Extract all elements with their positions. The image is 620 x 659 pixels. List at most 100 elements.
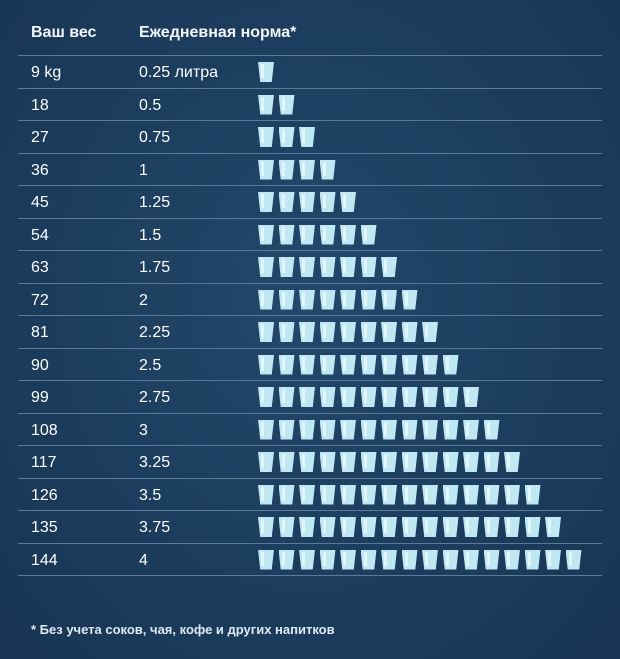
water-glass-icon [258, 289, 274, 310]
water-glass-icon [422, 419, 438, 440]
water-glass-icon [422, 354, 438, 375]
water-glass-icon [360, 354, 377, 375]
water-glass-icon [319, 517, 336, 537]
daily-norm-cell: 2 [139, 291, 148, 309]
table-row: 36 1 [18, 154, 602, 186]
water-glass-icon [504, 549, 520, 570]
water-glass-icon [442, 387, 459, 407]
table-row: 72 2 [18, 284, 602, 316]
daily-norm-cell: 2.75 [139, 389, 171, 406]
daily-norm-cell: 1 [139, 161, 148, 179]
water-glass-icon [442, 517, 459, 537]
daily-norm-cell: 4 [139, 551, 148, 569]
table-body: 9 kg 0.25 литра 18 0.5 27 0.75 36 1 45 1.25 54 1.5 6… [18, 56, 602, 576]
water-glass-icon [381, 549, 397, 570]
water-glass-icon [360, 452, 377, 472]
water-glass-icon [360, 322, 377, 342]
water-glass-icon [463, 549, 479, 570]
weight-cell: 99 [31, 389, 49, 406]
weight-cell: 144 [31, 551, 58, 569]
water-glass-icon [381, 387, 397, 407]
water-glass-icon [360, 484, 377, 505]
water-glass-icon [340, 517, 356, 537]
footnote: * Без учета соков, чая, кофе и других на… [31, 622, 335, 637]
weight-cell: 108 [31, 421, 58, 439]
water-glass-icon [381, 517, 397, 537]
water-glass-icon [258, 549, 274, 570]
water-glass-icon [442, 452, 459, 472]
water-glass-icon [319, 192, 336, 212]
water-glass-icon [340, 484, 356, 505]
table-row: 27 0.75 [18, 121, 602, 154]
weight-cell: 90 [31, 356, 49, 374]
water-glass-icon [340, 289, 356, 310]
weight-cell: 36 [31, 161, 49, 179]
water-glass-icon [401, 354, 418, 375]
water-glass-icon [360, 387, 377, 407]
water-glass-icon [299, 517, 315, 537]
water-glass-icon [319, 484, 336, 505]
water-glass-icon [483, 419, 500, 440]
water-glass-icon [299, 419, 315, 440]
water-glass-icon [504, 484, 520, 505]
water-glass-icon [401, 549, 418, 570]
weight-cell: 9 kg [31, 64, 62, 81]
water-glass-icon [340, 549, 356, 570]
weight-cell: 81 [31, 324, 49, 341]
weight-cell: 126 [31, 486, 58, 504]
table-row: 18 0.5 [18, 89, 602, 121]
water-glass-icon [524, 517, 541, 537]
water-glass-icon [278, 94, 295, 115]
water-glass-icon [278, 517, 295, 537]
water-glass-icon [258, 419, 274, 440]
water-glass-icon [381, 419, 397, 440]
water-glass-icon [483, 484, 500, 505]
water-glass-icon [278, 354, 295, 375]
table-row: 63 1.75 [18, 251, 602, 284]
water-glass-icon [258, 354, 274, 375]
water-glass-icon [319, 322, 336, 342]
water-glass-icon [299, 257, 315, 277]
water-glass-icon [340, 192, 356, 212]
water-glass-icon [360, 257, 377, 277]
water-glass-icon [299, 289, 315, 310]
table-row: 54 1.5 [18, 219, 602, 251]
water-glass-icon [299, 322, 315, 342]
weight-cell: 63 [31, 259, 49, 276]
water-glass-icon [463, 517, 479, 537]
weight-cell: 117 [31, 454, 57, 471]
water-glass-icon [422, 387, 438, 407]
water-glass-icon [422, 549, 438, 570]
water-glass-icon [401, 289, 418, 310]
water-glass-icon [278, 224, 295, 245]
water-glass-icon [545, 549, 561, 570]
water-glass-icon [278, 484, 295, 505]
weight-cell: 18 [31, 96, 49, 114]
water-glass-icon [381, 452, 397, 472]
water-glass-icon [442, 354, 459, 375]
water-glass-icon [278, 159, 295, 180]
water-glass-icon [319, 354, 336, 375]
daily-norm-cell: 0.25 литра [139, 64, 218, 81]
daily-norm-cell: 3 [139, 421, 148, 439]
daily-norm-cell: 2.5 [139, 356, 162, 374]
water-glass-icon [340, 419, 356, 440]
water-glass-icon [360, 517, 377, 537]
water-glass-icon [258, 257, 274, 277]
water-glass-icon [381, 322, 397, 342]
water-glass-icon [340, 322, 356, 342]
water-glass-icon [299, 159, 315, 180]
water-glass-icon [299, 224, 315, 245]
water-glass-icon [340, 257, 356, 277]
water-glass-icon [545, 517, 561, 537]
table-header: Ваш вес Ежедневная норма* [0, 18, 620, 48]
water-glass-icon [299, 127, 315, 147]
table-row: 117 3.25 [18, 446, 602, 479]
table-row: 90 2.5 [18, 349, 602, 381]
water-glass-icon [483, 549, 500, 570]
water-glass-icon [483, 452, 500, 472]
water-glass-icon [299, 452, 315, 472]
water-glass-icon [463, 419, 479, 440]
water-glass-icon [422, 452, 438, 472]
